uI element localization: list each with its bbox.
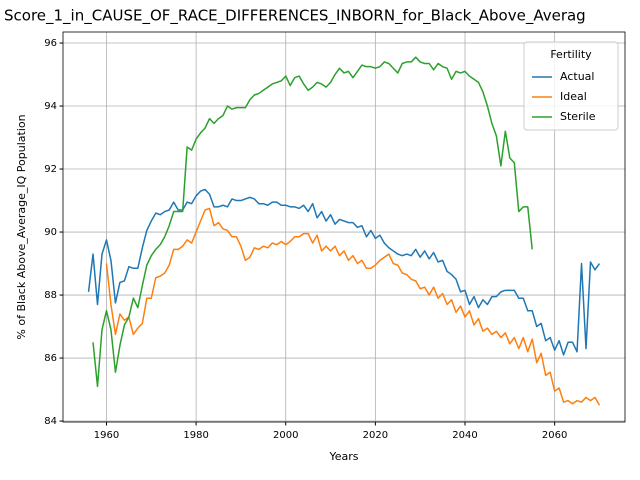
x-tick-label: 1960 <box>94 430 119 441</box>
x-tick-label: 1980 <box>183 430 208 441</box>
y-tick-label: 92 <box>44 164 57 175</box>
series-line <box>92 56 533 388</box>
y-tick-label: 84 <box>44 416 57 427</box>
y-axis-label: % of Black Above_Average_IQ Population <box>15 114 28 339</box>
x-tick-label: 2020 <box>363 430 388 441</box>
plot-frame <box>62 31 626 423</box>
y-tick-label: 90 <box>44 227 57 238</box>
legend-title: Fertility <box>550 48 592 61</box>
legend-label: Sterile <box>560 110 596 123</box>
legend-label: Actual <box>560 70 594 83</box>
legend-label: Ideal <box>560 90 587 103</box>
y-tick-label: 86 <box>44 353 57 364</box>
legend-box <box>523 41 619 131</box>
series-line <box>87 188 601 356</box>
y-tick-label: 94 <box>44 101 57 112</box>
x-tick-label: 2000 <box>273 430 298 441</box>
y-tick-label: 88 <box>44 290 57 301</box>
x-axis-label: Years <box>328 450 358 463</box>
y-tick-label: 96 <box>44 38 57 49</box>
series-line <box>105 207 601 406</box>
x-tick-label: 2040 <box>452 430 477 441</box>
legend: Fertility Actual Ideal Sterile <box>523 41 619 131</box>
x-tick-label: 2060 <box>542 430 567 441</box>
chart-title: Score_1_in_CAUSE_OF_RACE_DIFFERENCES_INB… <box>4 7 586 26</box>
